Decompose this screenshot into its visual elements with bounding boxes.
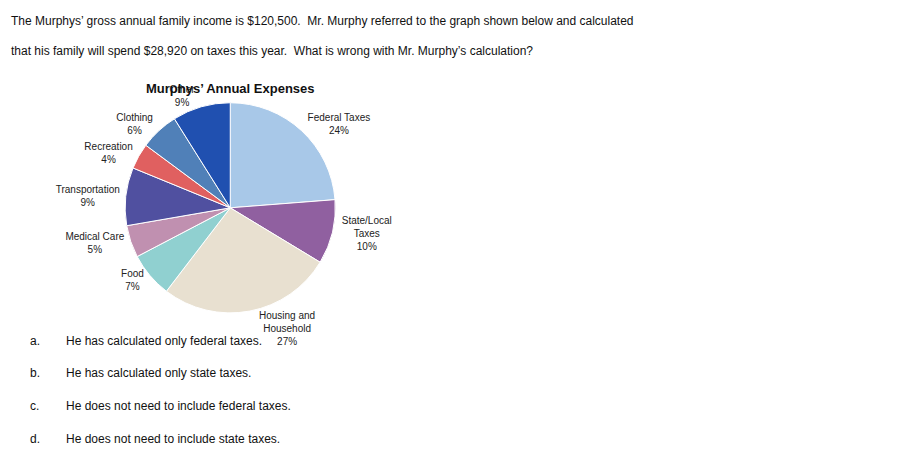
svg-text:Recreation4%: Recreation4% bbox=[84, 141, 132, 165]
svg-text:Transportation9%: Transportation9% bbox=[56, 184, 120, 208]
svg-text:that his family will spend $28: that his family will spend $28,920 on ta… bbox=[11, 44, 533, 58]
svg-text:Federal Taxes24%: Federal Taxes24% bbox=[308, 112, 371, 136]
svg-text:Housing andHousehold27%: Housing andHousehold27% bbox=[259, 310, 315, 347]
svg-text:Medical Care5%: Medical Care5% bbox=[65, 231, 124, 255]
svg-text:He does not need to include fe: He does not need to include federal taxe… bbox=[66, 399, 291, 413]
svg-text:Clothing6%: Clothing6% bbox=[116, 112, 153, 136]
svg-text:a.: a. bbox=[30, 334, 40, 348]
svg-text:Other9%: Other9% bbox=[170, 84, 196, 108]
svg-text:The Murphys’ gross annual fami: The Murphys’ gross annual family income … bbox=[11, 14, 634, 28]
svg-text:State/LocalTaxes10%: State/LocalTaxes10% bbox=[342, 215, 392, 252]
svg-text:He has calculated only federal: He has calculated only federal taxes. bbox=[66, 334, 262, 348]
svg-text:c.: c. bbox=[30, 399, 39, 413]
svg-text:He has calculated only state t: He has calculated only state taxes. bbox=[66, 366, 251, 380]
svg-text:He does not need to include st: He does not need to include state taxes. bbox=[66, 432, 280, 446]
svg-text:b.: b. bbox=[30, 366, 40, 380]
svg-text:Food7%: Food7% bbox=[121, 268, 144, 292]
svg-text:d.: d. bbox=[30, 432, 40, 446]
svg-text:Murphys’ Annual Expenses: Murphys’ Annual Expenses bbox=[146, 81, 315, 96]
